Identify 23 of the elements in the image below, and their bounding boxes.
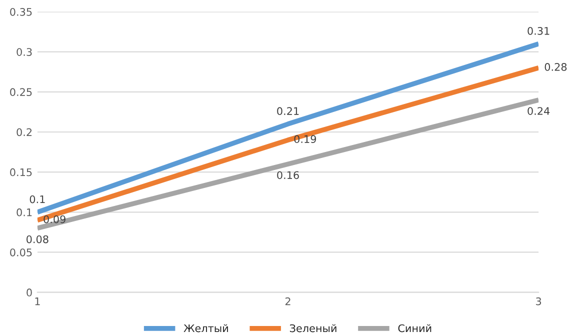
y-tick-label: 0.1 <box>16 208 32 216</box>
data-label: 0.09 <box>44 215 66 224</box>
data-label: 0.21 <box>277 107 299 116</box>
data-label: 0.24 <box>528 107 550 115</box>
x-tick-label: 1 <box>35 298 40 306</box>
data-label: 0.08 <box>26 235 48 244</box>
legend-label: Зеленый <box>290 324 336 332</box>
y-tick-label: 0.2 <box>16 128 32 136</box>
y-tick-label: 0.05 <box>10 248 32 256</box>
data-label: 0.28 <box>544 63 567 71</box>
y-tick-label: 0 <box>26 288 32 296</box>
y-tick-label: 0.15 <box>10 168 32 176</box>
data-label: 0.1 <box>30 195 45 204</box>
data-label: 0.16 <box>277 171 299 180</box>
legend-label: Синий <box>398 324 432 332</box>
data-label: 0.31 <box>528 26 550 35</box>
x-tick-label: 2 <box>285 297 290 306</box>
data-label: 0.19 <box>294 135 316 144</box>
legend-label: Желтый <box>184 324 228 332</box>
y-tick-label: 0.25 <box>10 88 32 96</box>
y-tick-label: 0.3 <box>16 48 32 56</box>
x-tick-label: 3 <box>536 297 542 306</box>
y-tick-label: 0.35 <box>10 8 32 16</box>
